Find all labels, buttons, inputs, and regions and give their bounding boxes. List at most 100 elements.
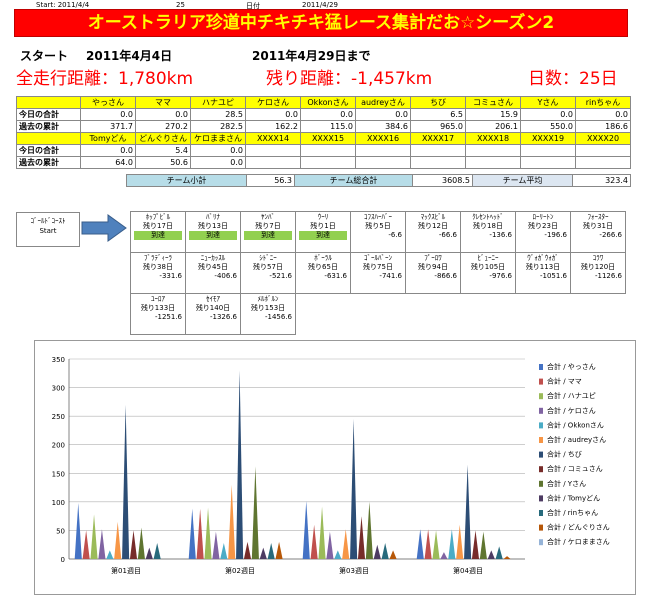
stop-remaining-days: 残り38日 (143, 263, 173, 271)
stop-distance-left: -266.6 (599, 231, 622, 239)
y-tick-label: 150 (52, 470, 65, 478)
y-tick-label: 0 (61, 556, 65, 564)
course-stop: ｾｲﾓｱ 残り140日 -1326.6 (185, 293, 241, 335)
table-cell: 0.0 (190, 156, 246, 169)
top-start-label: Start: 2011/4/4 (36, 1, 90, 9)
course-empty-cell (461, 294, 516, 335)
total-distance: 全走行距離：1,780km (16, 69, 194, 89)
stop-remaining-days: 残り5日 (365, 222, 391, 230)
legend-entry: 合計 / コミュさん (547, 464, 603, 473)
legend-entry: 合計 / Tomyどん (547, 493, 600, 502)
start-box: ｺﾞｰﾙﾄﾞｺｰｽﾄ Start (16, 212, 80, 247)
stop-name: ｳｰﾘ (317, 213, 329, 221)
stop-name: ﾒﾙﾎﾞﾙﾝ (257, 295, 279, 303)
y-tick-label: 50 (56, 527, 65, 535)
course-stop: ﾒﾙﾎﾞﾙﾝ 残り153日 -1456.6 (240, 293, 296, 335)
chart-bar (471, 530, 480, 559)
chart-bar (389, 550, 397, 559)
course-stop: ｳﾞｫｶﾞｳｫｶﾞ 残り113日 -1051.6 (515, 252, 571, 294)
stop-name: ｺﾌｽﾊｰﾊﾞｰ (364, 213, 392, 221)
participant-name: ケロさん (245, 96, 301, 109)
team-average-label: チーム平均 (472, 174, 573, 187)
legend-entry: 合計 / ケロままさん (547, 537, 610, 546)
reached-badge: 到達 (134, 231, 182, 240)
chart-bar (334, 550, 342, 559)
chart-bar (228, 484, 236, 559)
table-cell: 0.0 (80, 108, 136, 121)
course-empty-cell (406, 294, 461, 335)
table-cell (410, 156, 466, 169)
legend-swatch (539, 466, 543, 473)
stop-name: ﾎﾞｰﾗﾙ (314, 254, 332, 262)
course-stop: ﾕｰﾛｱ 残り133日 -1251.6 (130, 293, 186, 335)
course-row: ﾕｰﾛｱ 残り133日 -1251.6 ｾｲﾓｱ 残り140日 -1326.6 ﾒﾙﾎﾞﾙﾝ… (130, 293, 626, 335)
table-cell: 282.5 (190, 120, 246, 133)
chart-bar (424, 529, 432, 559)
stop-distance-left: -6.6 (388, 231, 402, 239)
stop-remaining-days: 残り120日 (580, 263, 616, 271)
legend-swatch (539, 524, 543, 531)
course-stop: ﾌｫｰｽﾀｰ 残り31日 -266.6 (570, 211, 626, 253)
stop-name: ﾋﾞｭｰﾆｰ (477, 254, 499, 262)
course-stop: ﾆｭｰｶｯｽﾙ 残り45日 -406.6 (185, 252, 241, 294)
table-cell (245, 144, 301, 157)
table-cell: 206.1 (465, 120, 521, 133)
legend-swatch (539, 364, 543, 370)
end-date: 2011年4月29日まで (252, 49, 371, 63)
stop-remaining-days: 残り45日 (198, 263, 228, 271)
participant-name: やっさん (80, 96, 136, 109)
stop-name: ｾｲﾓｱ (206, 295, 220, 303)
legend-entry: 合計 / ハナユピ (547, 391, 596, 400)
chart-bar (342, 529, 350, 559)
table-cell: 0.0 (575, 108, 631, 121)
chart-bar (487, 550, 495, 559)
stop-distance-left: -1251.6 (154, 313, 182, 321)
days-count: 日数：25日 (528, 69, 618, 89)
x-tick-label: 第04週目 (453, 566, 483, 575)
table-cell: 64.0 (80, 156, 136, 169)
stop-distance-left: -331.6 (159, 272, 182, 280)
stop-remaining-days: 残り17日 (143, 222, 173, 230)
legend-entry: 合計 / audreyさん (547, 435, 606, 444)
stop-remaining-days: 残り57日 (253, 263, 283, 271)
participant-name: XXXX16 (355, 132, 411, 145)
course-stop: ﾏｯｸｽﾋﾞﾙ 残り12日 -66.6 (405, 211, 461, 253)
participant-name: コミュさん (465, 96, 521, 109)
chart-bar (220, 543, 228, 559)
chart-bar (137, 527, 145, 559)
table-cell: 186.6 (575, 120, 631, 133)
table-cell: 5.4 (135, 144, 191, 157)
chart-bar (98, 529, 106, 559)
table-cell: 0.0 (300, 108, 356, 121)
table-cell: 15.9 (465, 108, 521, 121)
legend-entry: 合計 / ケロさん (547, 406, 596, 415)
course-stop: ｼﾄﾞﾆｰ 残り57日 -521.6 (240, 252, 296, 294)
stop-distance-left: -521.6 (269, 272, 292, 280)
table-cell: 0.0 (245, 108, 301, 121)
legend-entry: 合計 / ちび (547, 450, 582, 459)
top-date: 2011/4/29 (302, 1, 338, 9)
legend-swatch (539, 539, 543, 546)
row-label: 今日の合計 (16, 108, 81, 121)
course-stop: ｳｰﾘ 残り1日 到達 (295, 211, 351, 253)
participant-name: どんぐりさん (135, 132, 191, 145)
stop-distance-left: -196.6 (544, 231, 567, 239)
table-cell: 0.0 (135, 108, 191, 121)
row-label: 過去の累計 (16, 156, 81, 169)
table-row: 今日の合計 0.0 0.0 28.5 0.0 0.0 0.0 6.5 15.9 0.0 0.0 (16, 108, 631, 121)
header-corner (16, 96, 81, 109)
top-date-label: 日付 (246, 2, 260, 10)
participant-name: XXXX17 (410, 132, 466, 145)
reached-badge: 到達 (189, 231, 237, 240)
chart-bar (236, 370, 244, 559)
chart-container: 0 50 100 150 200 250 300 350 第01週目 第02週目 第03週目 第04週… (34, 340, 636, 595)
chart-bar (440, 552, 448, 559)
table2-header-row: Tomyどん どんぐりさん ケロままさん XXXX14 XXXX15 XXXX16 XXXX… (16, 132, 631, 145)
table-cell: 550.0 (520, 120, 576, 133)
y-tick-label: 250 (52, 413, 65, 421)
y-tick-label: 300 (52, 385, 65, 393)
stop-remaining-days: 残り140日 (195, 304, 231, 312)
chart-bar (326, 531, 334, 559)
table-cell (410, 144, 466, 157)
stop-name: ﾎｯﾌﾟﾋﾞﾙ (145, 213, 171, 221)
